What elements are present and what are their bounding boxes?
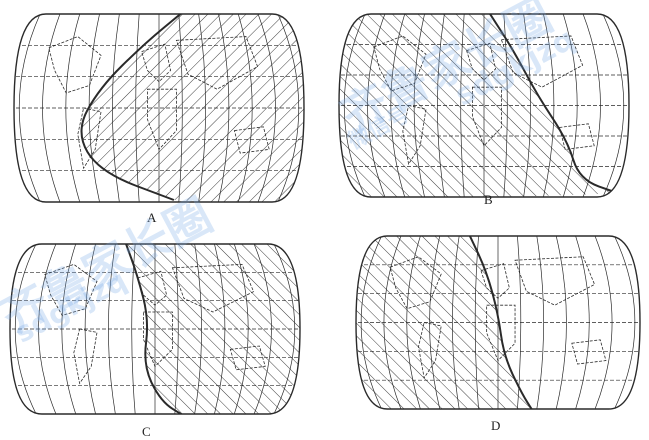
map-frame: [9, 243, 301, 415]
meridian-line: [594, 236, 613, 409]
night-hatched-area: [81, 14, 304, 202]
map-a: [10, 8, 308, 208]
meridian-line: [536, 236, 544, 409]
map-a-label: A: [147, 210, 157, 225]
continent-outline: [514, 256, 596, 306]
map-frame: [13, 13, 305, 203]
map-d: [352, 230, 644, 415]
terminator-line: [467, 236, 534, 409]
night-hatched-area: [356, 236, 534, 409]
continent-outline: [44, 263, 98, 316]
night-hatched-area: [125, 244, 300, 414]
map-c-label: C: [142, 424, 151, 439]
map-b-label: B: [484, 192, 493, 207]
night-hatched-area: [339, 14, 619, 197]
meridian-line: [555, 236, 567, 409]
map-b-graphic: [338, 13, 630, 198]
map-frame: [338, 13, 630, 198]
map-b: [335, 8, 633, 203]
continent-outline: [486, 304, 516, 362]
continent-outline: [73, 328, 98, 385]
map-c-graphic: [9, 243, 301, 415]
terminator-line: [124, 244, 186, 414]
continent-outline: [558, 123, 595, 150]
terminator-line: [489, 14, 619, 195]
continent-outline: [571, 339, 607, 365]
meridian-line: [582, 14, 601, 197]
meridian-line: [38, 244, 57, 414]
map-c: [6, 238, 304, 420]
terminator-line: [80, 14, 184, 201]
map-d-label: D: [491, 418, 501, 433]
map-a-graphic: [13, 13, 305, 203]
map-frame: [355, 235, 641, 410]
map-d-graphic: [355, 235, 641, 410]
meridian-line: [42, 14, 61, 202]
continent-outline: [48, 36, 102, 94]
